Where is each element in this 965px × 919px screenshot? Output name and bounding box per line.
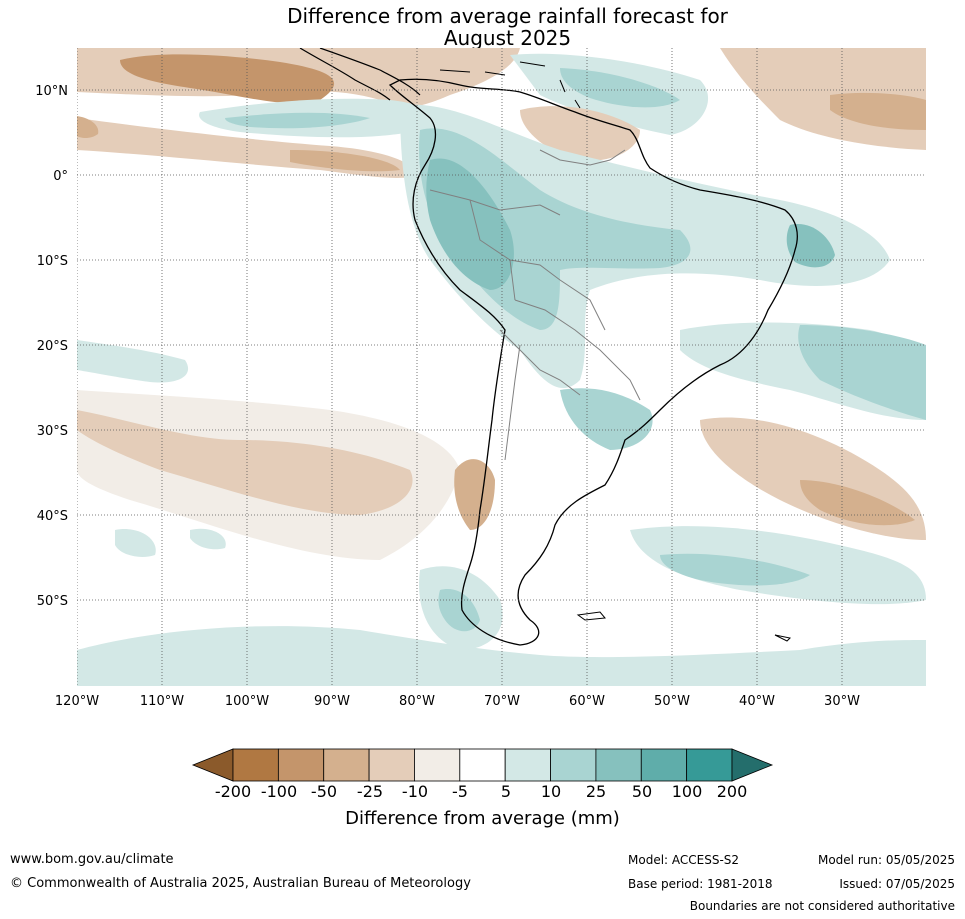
lat-label: 50°S [37,594,68,609]
colorbar-swatch [504,748,551,782]
map-title-line1: Difference from average rainfall forecas… [287,4,728,28]
wet-region-pacific-small-2 [190,528,226,550]
longitude-labels: 120°W 110°W 100°W 90°W 80°W 70°W 60°W 50… [55,694,860,709]
lon-label: 110°W [140,694,184,709]
latitude-labels: 10°N 0° 10°S 20°S 30°S 40°S 50°S [35,84,68,609]
lat-label: 10°S [37,254,68,269]
central-america-coastline [299,48,421,101]
colorbar-label: 50 [631,782,653,801]
dry-region-south-pacific-mid [77,410,413,515]
footer-copyright: © Commonwealth of Australia 2025, Austra… [10,876,471,891]
wet-region-south-atlantic-core [798,325,926,420]
wet-region-andes-core [426,158,514,290]
dry-region-south-atlantic-core [800,480,915,526]
dry-region-north-pacific-core [120,54,335,104]
colorbar-swatch [550,748,597,782]
wet-region-south-atlantic-band-core [660,553,810,586]
falkland-islands [576,611,606,621]
colorbar-label: -10 [401,782,429,801]
lon-label: 70°W [484,694,520,709]
dry-region-north-atlantic-core [830,92,926,130]
wet-region-southern-ocean [77,626,926,686]
dry-region-far-west [77,116,99,138]
wet-region-caribbean-core [225,112,370,129]
colorbar-swatch [640,748,688,782]
lon-label: 50°W [654,694,690,709]
colorbar-title: Difference from average (mm) [345,808,620,829]
wet-region-pacific-small [115,529,156,557]
colorbar-label: -50 [310,782,338,801]
colorbar-swatch [595,748,642,782]
lat-label: 30°S [37,424,68,439]
caribbean-islands [439,61,581,109]
lon-label: 40°W [739,694,775,709]
lon-label: 120°W [55,694,99,709]
colorbar-label: 200 [716,782,748,801]
footer-model: Model: ACCESS-S2 [628,853,740,867]
wet-region-la-plata [560,388,653,450]
lon-label: 80°W [399,694,435,709]
colorbar-swatch [232,748,279,782]
colorbar-label: 10 [540,782,562,801]
map-title-line2: August 2025 [443,26,572,50]
colorbar-label: -100 [260,782,298,801]
lat-label: 40°S [37,509,68,524]
colorbar-swatch [414,748,461,782]
south-georgia [774,634,792,642]
colorbar-label: -5 [452,782,468,801]
colorbar-swatch [323,748,370,782]
lat-label: 0° [53,169,68,184]
colorbar-label: -200 [214,782,252,801]
map-field [77,48,926,686]
gridlines [77,48,926,686]
wet-region-west-pacific [77,340,189,383]
footer-disclaimer: Boundaries are not considered authoritat… [689,899,955,913]
footer-base-period: Base period: 1981-2018 [628,877,773,891]
colorbar-swatch [686,748,733,782]
colorbar-extend-low [191,748,234,782]
lon-label: 60°W [569,694,605,709]
country-borders [429,149,641,461]
lat-label: 10°N [35,84,68,99]
lon-label: 30°W [824,694,860,709]
south-america-coastline [388,78,798,646]
footer-model-run: Model run: 05/05/2025 [817,853,955,867]
colorbar-extend-high [731,748,774,782]
lat-label: 20°S [37,339,68,354]
dry-region-eq-pacific-core [290,150,400,172]
colorbar-swatch [368,748,415,782]
footer-url[interactable]: www.bom.gov.au/climate [10,852,174,867]
colorbar-label: -25 [356,782,384,801]
wet-region-brazil-east [786,224,835,268]
colorbar-swatch [459,748,506,782]
colorbar-label: 25 [585,782,607,801]
colorbar-label: 100 [671,782,703,801]
wet-region-south-atlantic-band [630,526,926,605]
wet-region-north-atlantic-core [560,68,680,108]
lon-label: 100°W [225,694,269,709]
lon-label: 90°W [314,694,350,709]
colorbar [191,748,774,782]
footer-issued: Issued: 07/05/2025 [839,877,955,891]
colorbar-swatch [277,748,325,782]
colorbar-label: 5 [500,782,512,801]
